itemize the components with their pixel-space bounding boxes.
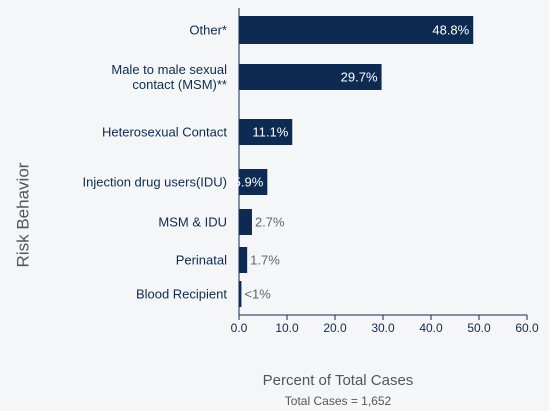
bar <box>239 119 293 145</box>
x-tick-label: 10.0 <box>275 321 299 335</box>
y-tick-label: Injection drug users(IDU) <box>82 174 228 190</box>
y-tick-label: Heterosexual Contact <box>101 124 227 140</box>
value-label: 5.9% <box>234 174 264 189</box>
y-tick-label: Blood Recipient <box>135 286 227 302</box>
y-tick-label: Perinatal <box>175 252 227 268</box>
value-label: 11.1% <box>252 124 288 139</box>
bar <box>239 169 268 195</box>
bar <box>239 281 242 307</box>
value-label: 48.8% <box>432 22 469 37</box>
y-axis-label: Risk Behavior <box>13 162 32 267</box>
x-tick-label: 50.0 <box>467 321 491 335</box>
x-tick-label: 60.0 <box>515 321 539 335</box>
y-tick-label: Other* <box>189 22 227 38</box>
x-tick-label: 30.0 <box>371 321 395 335</box>
value-label: 1.7% <box>250 252 280 267</box>
x-axis-label: Percent of Total Cases <box>263 372 414 389</box>
bar <box>239 209 252 235</box>
annotation: Total Cases = 1,652 <box>285 394 392 408</box>
bar <box>239 64 382 90</box>
x-tick-label: 40.0 <box>419 321 443 335</box>
y-tick-label: Male to male sexual contact (MSM)** <box>111 62 227 92</box>
y-tick-label: MSM & IDU <box>158 214 227 230</box>
x-tick-label: 20.0 <box>323 321 347 335</box>
value-label: 29.7% <box>341 69 378 84</box>
bar <box>239 16 474 44</box>
bar <box>239 247 248 273</box>
x-tick-label: 0.0 <box>231 321 248 335</box>
value-label: <1% <box>244 286 271 301</box>
value-label: 2.7% <box>255 214 285 229</box>
